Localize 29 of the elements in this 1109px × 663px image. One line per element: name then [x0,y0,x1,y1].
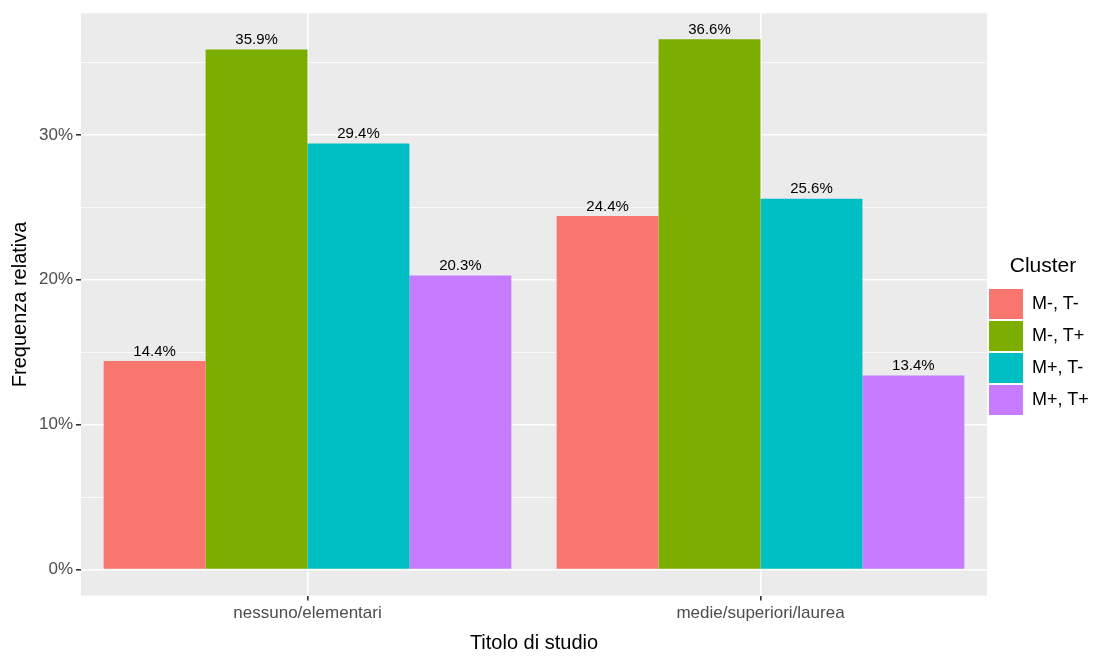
y-tick-label: 0% [48,559,74,579]
y-tick-label: 20% [38,269,74,289]
data-label: 13.4% [892,356,935,374]
data-label: 25.6% [790,179,833,197]
x-tick-label: medie/superiori/laurea [676,603,846,623]
data-label: 24.4% [586,196,629,214]
legend-label: M+, T- [1031,357,1084,378]
bar [760,198,863,569]
x-tick-label: nessuno/elementari [233,603,382,623]
bar [409,275,512,569]
y-tick-label: 10% [38,414,74,434]
bar [556,216,659,569]
data-label: 20.3% [439,256,482,274]
bar [862,375,965,569]
bar [205,49,308,569]
legend-label: M-, T- [1031,293,1079,314]
legend-label: M-, T+ [1031,325,1085,346]
data-label: 36.6% [688,19,731,37]
x-axis-title: Titolo di studio [469,630,599,653]
bar [307,143,410,569]
y-axis-title: Frequenza relativa [7,220,30,388]
bar [103,360,206,569]
data-label: 29.4% [337,124,380,142]
data-label: 14.4% [133,341,176,359]
legend-title: Cluster [1009,253,1077,277]
data-label: 35.9% [235,30,278,48]
y-tick-label: 30% [38,124,74,144]
legend-label: M+, T+ [1031,389,1089,410]
bar [658,39,761,569]
